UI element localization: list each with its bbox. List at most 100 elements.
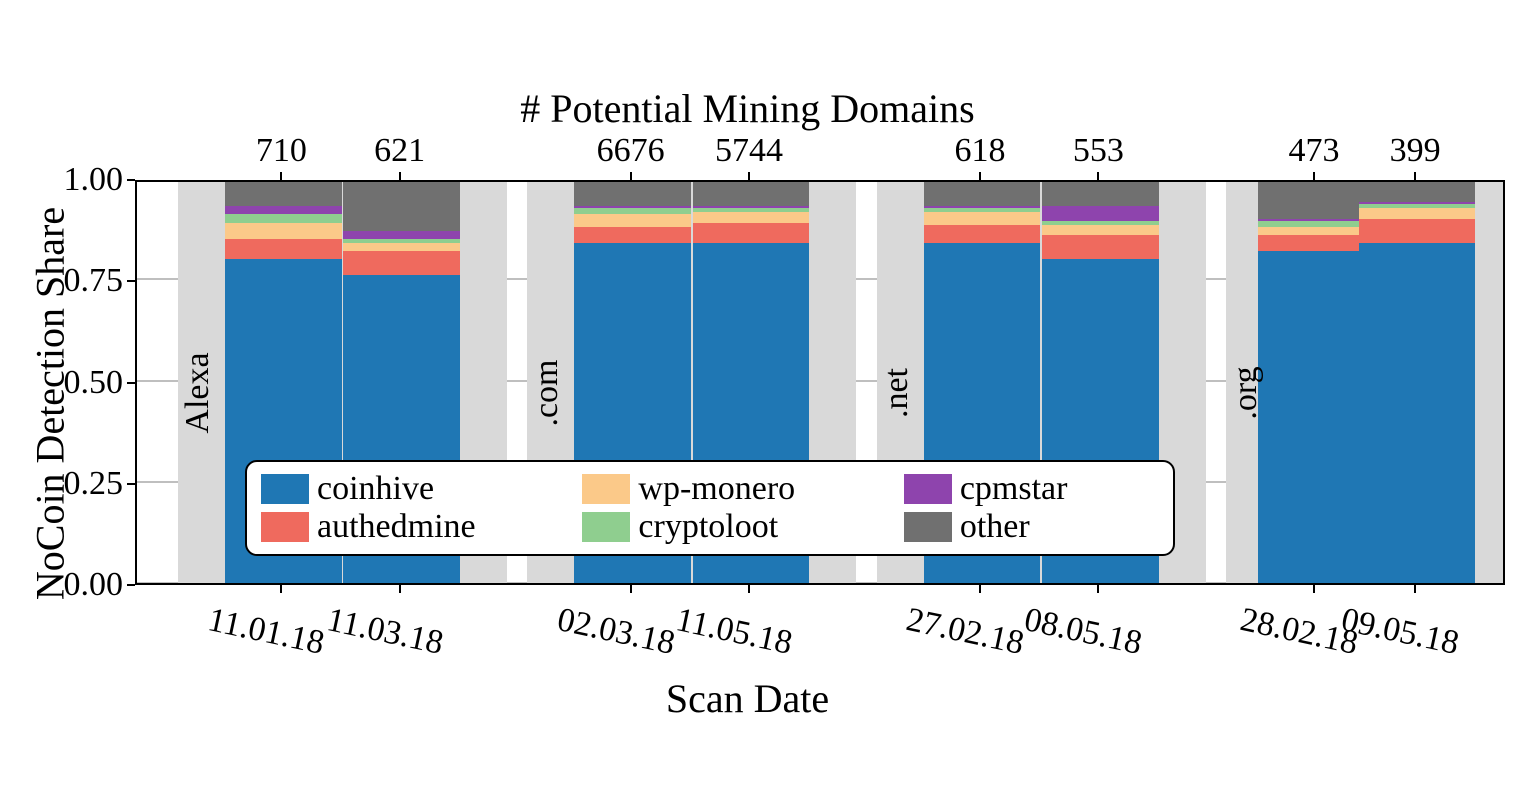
top-tick <box>280 172 282 180</box>
y-tick-label: 0.00 <box>20 566 123 604</box>
legend-swatch <box>904 474 952 504</box>
legend-label: wp-monero <box>638 470 795 508</box>
bar-segment-authedmine <box>693 223 809 243</box>
bar-segment-cryptoloot <box>1258 221 1374 227</box>
bar-segment-cpmstar <box>574 206 690 208</box>
top-count: 621 <box>374 132 425 170</box>
x-tick-label: 02.03.18 <box>554 601 678 663</box>
chart-root: # Potential Mining Domains NoCoin Detect… <box>20 20 1515 786</box>
bar-segment-cpmstar <box>225 206 341 214</box>
bar-segment-cryptoloot <box>693 208 809 212</box>
bar-segment-other <box>343 180 459 231</box>
top-tick <box>748 172 750 180</box>
x-tick-label: 11.05.18 <box>672 601 795 663</box>
bar-segment-cryptoloot <box>343 239 459 243</box>
legend-label: cryptoloot <box>638 508 778 546</box>
top-count: 710 <box>256 132 307 170</box>
bar-segment-authedmine <box>225 239 341 259</box>
bar-segment-cryptoloot <box>1359 204 1475 208</box>
top-count: 6676 <box>597 132 665 170</box>
bar-segment-wp_monero <box>924 212 1040 224</box>
bar-segment-wp_monero <box>1359 208 1475 218</box>
bar-segment-cryptoloot <box>1042 221 1158 225</box>
bar-segment-authedmine <box>343 251 459 275</box>
y-tick <box>127 280 135 282</box>
y-tick <box>127 584 135 586</box>
bar-segment-authedmine <box>1359 219 1475 243</box>
legend-label: cpmstar <box>960 470 1068 508</box>
legend-item-cpmstar: cpmstar <box>904 470 1131 508</box>
top-tick <box>630 172 632 180</box>
top-axis-title: # Potential Mining Domains <box>20 85 1475 132</box>
legend-swatch <box>261 512 309 542</box>
y-tick-label: 0.50 <box>20 364 123 402</box>
x-tick <box>280 585 282 593</box>
x-tick <box>748 585 750 593</box>
bar-segment-cpmstar <box>1359 202 1475 204</box>
legend-item-wp_monero: wp-monero <box>582 470 875 508</box>
x-tick <box>399 585 401 593</box>
bar-segment-other <box>225 180 341 206</box>
bar-segment-coinhive <box>1359 243 1475 583</box>
legend-item-coinhive: coinhive <box>261 470 554 508</box>
bar-segment-cryptoloot <box>924 208 1040 212</box>
y-tick <box>127 179 135 181</box>
bar-segment-wp_monero <box>693 212 809 222</box>
x-tick <box>630 585 632 593</box>
x-tick <box>1097 585 1099 593</box>
top-tick <box>1097 172 1099 180</box>
bar-segment-authedmine <box>924 225 1040 243</box>
legend-swatch <box>582 512 630 542</box>
y-tick <box>127 483 135 485</box>
x-tick <box>1313 585 1315 593</box>
bar-segment-cryptoloot <box>574 208 690 214</box>
bar-segment-coinhive <box>1258 251 1374 583</box>
top-tick <box>399 172 401 180</box>
legend-label: other <box>960 508 1030 546</box>
legend-item-other: other <box>904 508 1131 546</box>
x-tick <box>979 585 981 593</box>
bar-segment-wp_monero <box>343 243 459 251</box>
bar-segment-other <box>1359 180 1475 202</box>
bar-segment-authedmine <box>574 227 690 243</box>
bar-segment-wp_monero <box>574 214 690 226</box>
bar-segment-authedmine <box>1258 235 1374 251</box>
top-count: 618 <box>955 132 1006 170</box>
top-tick <box>1414 172 1416 180</box>
legend-swatch <box>261 474 309 504</box>
bar-segment-wp_monero <box>225 223 341 239</box>
legend: coinhive wp-monero cpmstar authedmine crypto… <box>245 460 1175 556</box>
x-tick-label: 11.03.18 <box>323 601 446 663</box>
bar-segment-cpmstar <box>343 231 459 239</box>
bar-segment-cpmstar <box>1258 219 1374 221</box>
x-tick-label: 09.05.18 <box>1338 601 1462 663</box>
x-tick-label: 11.01.18 <box>205 601 328 663</box>
group-label: .com <box>528 333 566 453</box>
x-tick-label: 27.02.18 <box>903 601 1027 663</box>
top-count: 399 <box>1390 132 1441 170</box>
bar-segment-other <box>1258 180 1374 219</box>
legend-label: authedmine <box>317 508 476 546</box>
y-tick-label: 1.00 <box>20 161 123 199</box>
group-label: Alexa <box>179 333 217 453</box>
group-label: .net <box>878 333 916 453</box>
group-label: .org <box>1227 333 1265 453</box>
bar-segment-cpmstar <box>924 206 1040 208</box>
top-count: 5744 <box>715 132 783 170</box>
legend-item-cryptoloot: cryptoloot <box>582 508 875 546</box>
bar-segment-other <box>924 180 1040 206</box>
bar-segment-cpmstar <box>693 206 809 208</box>
legend-swatch <box>582 474 630 504</box>
bar-segment-other <box>693 180 809 206</box>
bar-segment-wp_monero <box>1258 227 1374 235</box>
y-tick-label: 0.75 <box>20 262 123 300</box>
top-tick <box>1313 172 1315 180</box>
top-count: 473 <box>1289 132 1340 170</box>
bar-segment-cryptoloot <box>225 214 341 222</box>
legend-swatch <box>904 512 952 542</box>
bar-segment-cpmstar <box>1042 206 1158 220</box>
legend-label: coinhive <box>317 470 434 508</box>
x-tick <box>1414 585 1416 593</box>
top-tick <box>979 172 981 180</box>
x-axis-title: Scan Date <box>20 675 1475 722</box>
